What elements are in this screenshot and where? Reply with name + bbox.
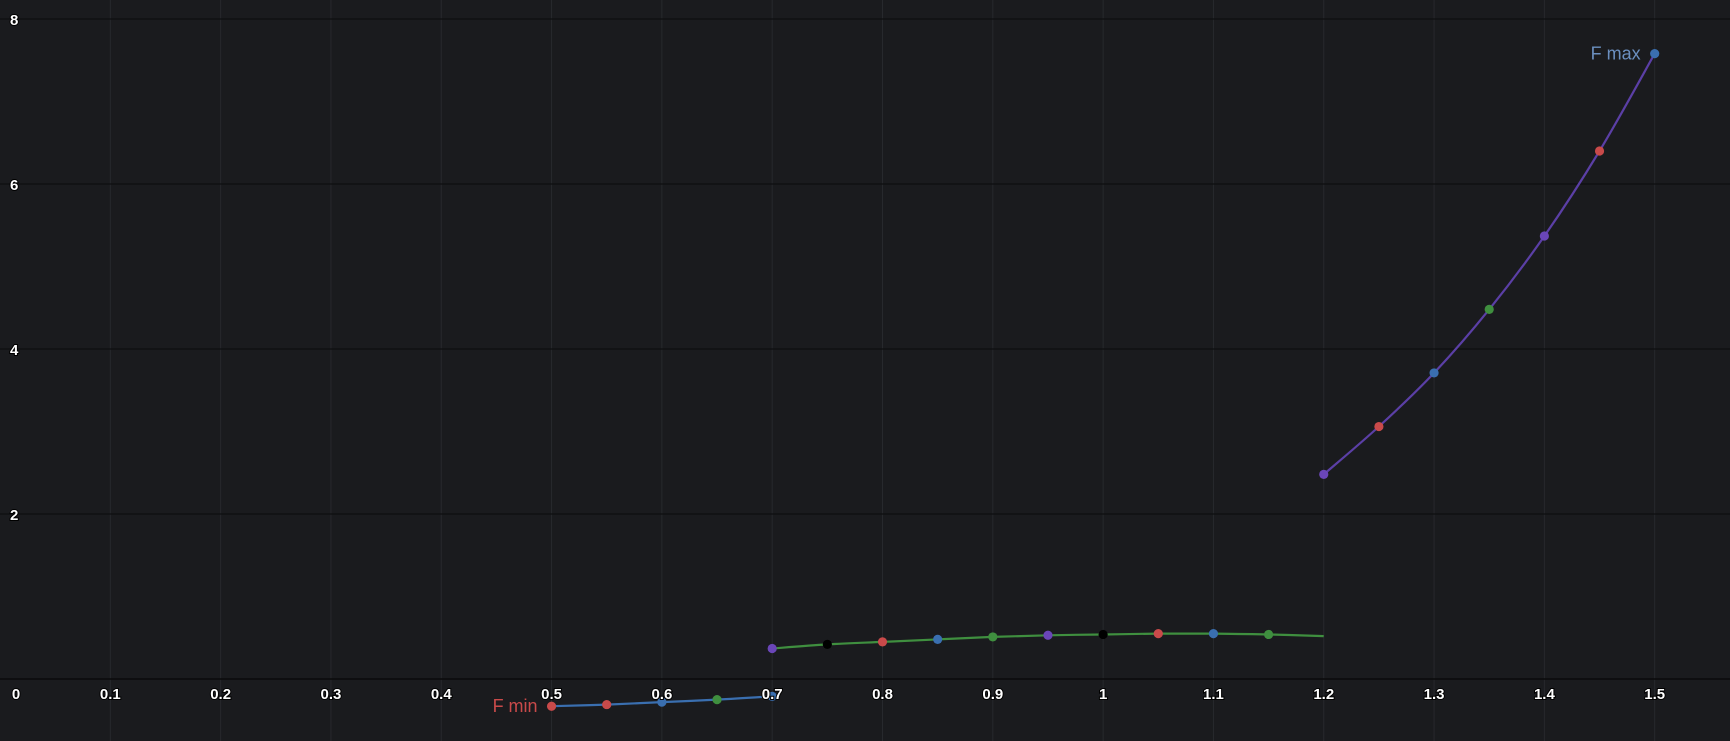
x-tick-label: 1.5 xyxy=(1644,686,1665,703)
y-tick-label: 6 xyxy=(10,177,18,194)
series-2-point xyxy=(1263,629,1274,640)
series-2-point xyxy=(822,639,832,649)
annotation-label: F max xyxy=(1591,44,1641,64)
series-3-point xyxy=(1539,231,1549,241)
x-tick-label: 0.1 xyxy=(100,686,121,703)
series-2-point xyxy=(767,643,777,654)
x-tick-label: 1.2 xyxy=(1313,686,1334,703)
x-tick-label: 0.9 xyxy=(982,686,1003,703)
series-3-point xyxy=(1429,368,1439,378)
series-1-point xyxy=(602,699,612,710)
series-1-point xyxy=(767,691,777,701)
series-1-point xyxy=(657,697,667,707)
x-tick-label: 1.4 xyxy=(1534,686,1556,703)
x-tick-label: 0.8 xyxy=(872,686,893,703)
x-tick-label: 1.1 xyxy=(1203,686,1224,703)
series-3-point xyxy=(1484,304,1494,314)
x-tick-label: 0 xyxy=(12,686,20,703)
x-tick-label: 0.6 xyxy=(651,686,672,703)
x-tick-label: 1 xyxy=(1099,686,1107,703)
y-tick-label: 4 xyxy=(10,342,19,359)
x-tick-label: 0.4 xyxy=(431,686,453,703)
series-2-point xyxy=(933,634,943,645)
y-tick-label: 8 xyxy=(10,12,18,29)
x-tick-label: 1.3 xyxy=(1424,686,1445,703)
series-2-point xyxy=(877,637,888,647)
series-2-point xyxy=(1098,629,1108,640)
x-tick-label: 0.3 xyxy=(321,686,342,703)
x-tick-label: 0.2 xyxy=(210,686,231,703)
series-3-point xyxy=(1374,421,1384,432)
annotation-label: F min xyxy=(493,696,538,716)
series-2-point xyxy=(988,632,998,642)
x-tick-label: 0.7 xyxy=(762,686,783,703)
series-3-point xyxy=(1594,146,1605,156)
series-2-point xyxy=(1153,629,1163,639)
series-1-point xyxy=(712,695,722,705)
series-2-point xyxy=(1043,630,1053,640)
series-layer xyxy=(546,49,1660,711)
series-2-point xyxy=(1208,629,1219,639)
series-3-point xyxy=(1319,469,1329,479)
series-3-point xyxy=(1650,49,1660,59)
series-1-point xyxy=(546,701,557,711)
series-3-line xyxy=(1322,53,1656,476)
y-tick-label: 2 xyxy=(10,507,18,524)
label-layer: 0 0.1 0.2 0.3 0.4 0.5 0.6 0.7 0.8 0.9 1 1.1 1.2 1.3 1.… xyxy=(9,11,1666,716)
x-tick-label: 0.5 xyxy=(541,686,562,703)
